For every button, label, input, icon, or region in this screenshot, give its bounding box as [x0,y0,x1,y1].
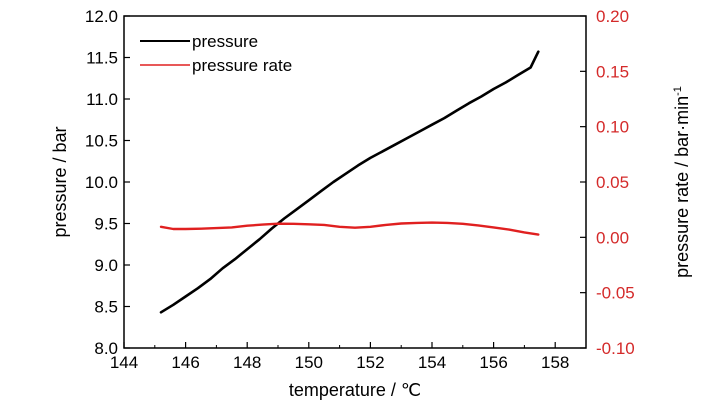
y-axis-right-title-main: pressure rate / bar·min [672,96,692,278]
left-axis-tick-label: 9.5 [94,215,118,234]
legend-label-pressure: pressure [192,32,258,51]
right-axis-tick-label: 0.15 [596,62,629,81]
y-axis-left-title: pressure / bar [50,126,70,237]
x-axis-tick-label: 148 [233,353,261,372]
right-axis-tick-label: -0.05 [596,284,635,303]
x-axis-tick-label: 158 [541,353,569,372]
x-axis-tick-label: 156 [479,353,507,372]
right-axis-tick-label: 0.20 [596,7,629,26]
right-axis-ticks: -0.10 -0.05 0.00 0.05 0.10 0.15 0.20 [580,7,635,358]
y-axis-right-title: pressure rate / bar·min-1 [672,86,692,278]
series-layer [159,50,540,314]
left-axis-tick-label: 11.0 [86,90,118,109]
left-axis-tick-label: 10.5 [85,132,118,151]
left-axis-tick-label: 10.0 [85,173,118,192]
x-axis-tick-label: 150 [295,353,323,372]
x-axis-ticks: 144 146 148 150 152 154 156 158 [110,342,569,372]
y-axis-right-title-superscript: -1 [672,86,684,96]
x-axis-tick-label: 152 [356,353,384,372]
right-axis-tick-label: 0.10 [596,118,629,137]
left-axis-ticks: 8.0 8.5 9.0 9.5 10.0 10.5 11.0 11.5 12.0 [85,7,130,358]
x-axis-tick-label: 146 [171,353,199,372]
legend: pressure pressure rate [140,32,292,75]
x-axis-tick-label: 154 [418,353,446,372]
right-axis-tick-label: -0.10 [596,339,635,358]
left-axis-tick-label: 11.5 [86,49,118,68]
series-line-pressure [159,50,540,314]
left-axis-tick-label: 12.0 [85,7,118,26]
series-line-pressure-rate [159,221,540,236]
right-axis-tick-label: 0.00 [596,228,629,247]
left-axis-tick-label: 8.5 [94,298,118,317]
x-axis-title: temperature / ℃ [289,380,421,400]
x-axis-tick-label: 144 [110,353,138,372]
left-axis-tick-label: 9.0 [94,256,118,275]
legend-label-pressure-rate: pressure rate [192,56,292,75]
left-axis-tick-label: 8.0 [94,339,118,358]
right-axis-tick-label: 0.05 [596,173,629,192]
